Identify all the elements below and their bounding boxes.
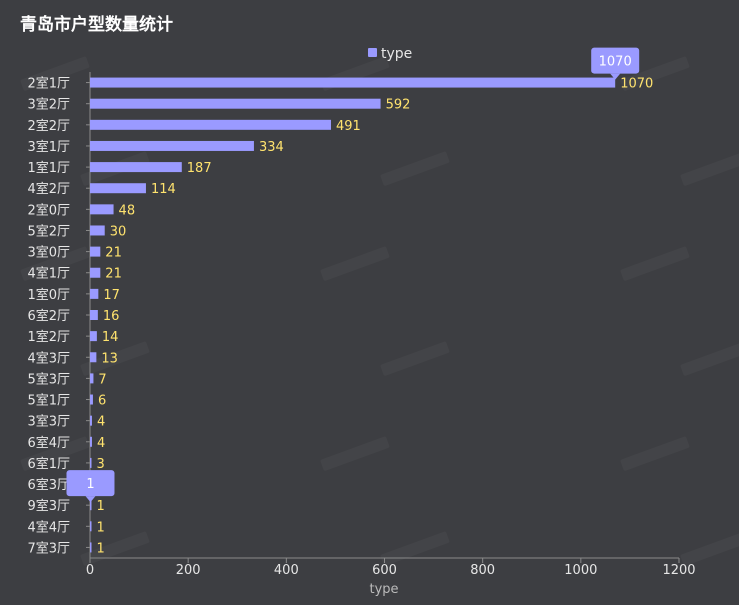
bar[interactable] <box>90 120 331 130</box>
tooltip-value: 1070 <box>599 55 632 70</box>
tooltip-value: 1 <box>86 477 94 492</box>
category-label: 9室3厅 <box>27 498 70 514</box>
bar[interactable] <box>90 542 92 552</box>
x-tick-label: 0 <box>86 563 94 578</box>
category-label: 6室3厅 <box>27 477 70 493</box>
bar[interactable] <box>90 395 93 405</box>
x-axis-title: type <box>369 582 398 597</box>
watermark-mark <box>620 246 690 281</box>
legend-label: type <box>381 46 412 62</box>
watermark-mark <box>620 436 690 471</box>
value-label: 4 <box>97 415 105 430</box>
value-label: 48 <box>119 203 136 218</box>
value-label: 14 <box>102 330 119 345</box>
category-label: 4室2厅 <box>27 181 70 197</box>
bar[interactable] <box>90 352 96 362</box>
watermark-mark <box>380 151 450 186</box>
legend[interactable]: type <box>368 46 412 62</box>
watermark-mark <box>320 436 390 471</box>
watermark-mark <box>380 341 450 376</box>
category-label: 1室2厅 <box>27 329 70 345</box>
category-label: 7室3厅 <box>27 540 70 556</box>
category-label: 5室3厅 <box>27 371 70 387</box>
x-tick-label: 1000 <box>564 563 597 578</box>
value-label: 4 <box>97 436 105 451</box>
value-label: 1 <box>97 541 105 556</box>
tooltip-marker[interactable]: 1 <box>66 470 114 502</box>
value-label: 21 <box>105 267 122 282</box>
value-label: 1 <box>97 520 105 535</box>
category-label: 2室1厅 <box>27 76 70 92</box>
value-label: 491 <box>336 119 361 134</box>
x-tick-label: 200 <box>176 563 201 578</box>
value-label: 1 <box>97 499 105 514</box>
bar[interactable] <box>90 521 92 531</box>
value-label: 21 <box>105 246 122 261</box>
bar[interactable] <box>90 78 615 88</box>
category-label: 1室1厅 <box>27 160 70 176</box>
value-label: 7 <box>98 372 106 387</box>
category-label: 4室3厅 <box>27 350 70 366</box>
value-label: 187 <box>187 161 212 176</box>
bar[interactable] <box>90 289 98 299</box>
value-label: 1070 <box>620 77 653 92</box>
value-label: 114 <box>151 182 176 197</box>
value-label: 16 <box>103 309 120 324</box>
plot-area: 0 200 400 600 800 1000 1200 2室1厅 1070 3室2厅 592 2室2厅… <box>27 48 695 578</box>
watermark-mark <box>680 531 739 566</box>
value-label: 13 <box>101 351 118 366</box>
bar[interactable] <box>90 162 182 172</box>
category-label: 3室0厅 <box>27 245 70 261</box>
value-label: 6 <box>98 394 106 409</box>
category-label: 6室4厅 <box>27 435 70 451</box>
x-tick-label: 800 <box>470 563 495 578</box>
category-label: 2室2厅 <box>27 118 70 134</box>
bar[interactable] <box>90 225 105 235</box>
category-label: 6室2厅 <box>27 308 70 324</box>
category-label: 3室2厅 <box>27 97 70 113</box>
x-tick-label: 600 <box>372 563 397 578</box>
bar[interactable] <box>90 247 100 257</box>
tooltip-pointer <box>85 496 95 502</box>
watermark-mark <box>320 246 390 281</box>
category-label: 1室0厅 <box>27 287 70 303</box>
value-label: 30 <box>110 224 127 239</box>
category-label: 4室1厅 <box>27 266 70 282</box>
watermark-mark <box>680 151 739 186</box>
x-tick-label: 1200 <box>662 563 695 578</box>
bar[interactable] <box>90 373 93 383</box>
bar[interactable] <box>90 99 381 109</box>
chart-title: 青岛市户型数量统计 <box>20 14 173 35</box>
category-label: 5室1厅 <box>27 393 70 409</box>
watermark-mark <box>380 531 450 566</box>
watermark-mark <box>680 341 739 376</box>
value-label: 334 <box>259 140 284 155</box>
bar[interactable] <box>90 416 92 426</box>
bar[interactable] <box>90 331 97 341</box>
tooltip-marker[interactable]: 1070 <box>591 48 639 80</box>
category-label: 5室2厅 <box>27 223 70 239</box>
category-label: 2室0厅 <box>27 202 70 218</box>
category-label: 3室1厅 <box>27 139 70 155</box>
bar[interactable] <box>90 310 98 320</box>
x-tick-label: 400 <box>274 563 299 578</box>
watermark-layer <box>20 56 739 566</box>
bar[interactable] <box>90 204 114 214</box>
category-label: 3室3厅 <box>27 414 70 430</box>
bar[interactable] <box>90 183 146 193</box>
category-label: 6室1厅 <box>27 456 70 472</box>
bar[interactable] <box>90 141 254 151</box>
bar[interactable] <box>90 268 100 278</box>
category-label: 4室4厅 <box>27 519 70 535</box>
value-label: 592 <box>386 98 411 113</box>
value-label: 17 <box>103 288 120 303</box>
bar[interactable] <box>90 458 92 468</box>
legend-swatch <box>368 48 377 57</box>
value-label: 3 <box>97 457 105 472</box>
bar[interactable] <box>90 437 92 447</box>
